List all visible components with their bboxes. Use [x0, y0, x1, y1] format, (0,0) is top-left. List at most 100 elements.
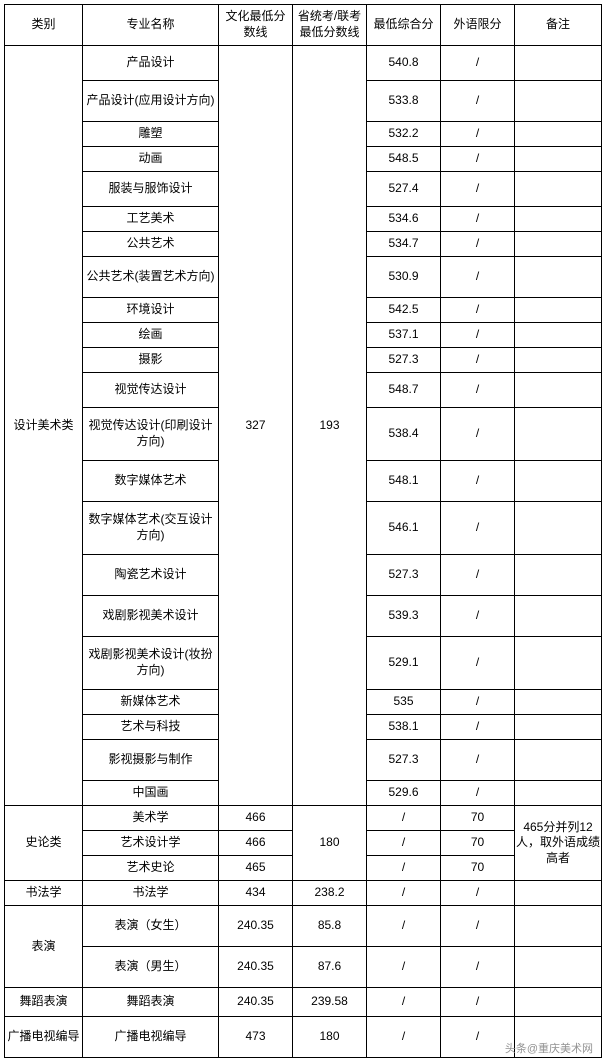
cell-comp: 529.6	[367, 781, 441, 806]
cell-comp: 532.2	[367, 122, 441, 147]
cell-comp: 533.8	[367, 81, 441, 122]
cell-major: 公共艺术(装置艺术方向)	[83, 257, 219, 298]
cell-note	[515, 46, 602, 81]
header-category: 类别	[5, 5, 83, 46]
cell-note	[515, 408, 602, 461]
cell-exam: 193	[293, 46, 367, 806]
cell-comp: 538.4	[367, 408, 441, 461]
header-culture: 文化最低分数线	[219, 5, 293, 46]
cell-note	[515, 172, 602, 207]
cell-lang: /	[441, 323, 515, 348]
cell-note: 465分并列12人，取外语成绩高者	[515, 806, 602, 881]
cell-major: 舞蹈表演	[83, 988, 219, 1017]
cell-major: 服装与服饰设计	[83, 172, 219, 207]
cell-major: 中国画	[83, 781, 219, 806]
cell-lang: /	[441, 988, 515, 1017]
cell-major: 新媒体艺术	[83, 690, 219, 715]
cell-note	[515, 715, 602, 740]
cell-note	[515, 881, 602, 906]
cell-culture: 466	[219, 831, 293, 856]
cell-note	[515, 596, 602, 637]
cell-major: 雕塑	[83, 122, 219, 147]
cell-comp: /	[367, 831, 441, 856]
cell-comp: 527.3	[367, 555, 441, 596]
cell-major: 书法学	[83, 881, 219, 906]
cell-lang: /	[441, 207, 515, 232]
cell-major: 艺术设计学	[83, 831, 219, 856]
cell-note	[515, 637, 602, 690]
cell-lang: /	[441, 147, 515, 172]
cell-major: 广播电视编导	[83, 1017, 219, 1058]
cell-note	[515, 298, 602, 323]
cell-major: 产品设计(应用设计方向)	[83, 81, 219, 122]
cell-lang: /	[441, 46, 515, 81]
cell-culture: 240.35	[219, 906, 293, 947]
cell-lang: 70	[441, 806, 515, 831]
cell-lang: /	[441, 781, 515, 806]
cell-comp: 527.3	[367, 348, 441, 373]
cell-major: 视觉传达设计	[83, 373, 219, 408]
cell-comp: 539.3	[367, 596, 441, 637]
cell-lang: /	[441, 122, 515, 147]
cell-note	[515, 740, 602, 781]
cell-major: 产品设计	[83, 46, 219, 81]
cell-note	[515, 348, 602, 373]
cell-note	[515, 906, 602, 947]
header-exam: 省统考/联考最低分数线	[293, 5, 367, 46]
cell-category: 表演	[5, 906, 83, 988]
cell-comp: 535	[367, 690, 441, 715]
cell-lang: /	[441, 461, 515, 502]
cell-major: 影视摄影与制作	[83, 740, 219, 781]
cell-major: 环境设计	[83, 298, 219, 323]
cell-comp: /	[367, 906, 441, 947]
cell-note	[515, 555, 602, 596]
cell-category: 设计美术类	[5, 46, 83, 806]
cell-lang: /	[441, 740, 515, 781]
cell-category: 史论类	[5, 806, 83, 881]
cell-exam: 180	[293, 1017, 367, 1058]
cell-lang: 70	[441, 831, 515, 856]
cell-major: 工艺美术	[83, 207, 219, 232]
cell-lang: /	[441, 298, 515, 323]
cell-major: 美术学	[83, 806, 219, 831]
cell-note	[515, 257, 602, 298]
cell-major: 公共艺术	[83, 232, 219, 257]
cell-lang: /	[441, 637, 515, 690]
cell-exam: 180	[293, 806, 367, 881]
cell-comp: 527.4	[367, 172, 441, 207]
cell-exam: 239.58	[293, 988, 367, 1017]
cell-culture: 473	[219, 1017, 293, 1058]
cell-comp: 548.5	[367, 147, 441, 172]
cell-comp: 546.1	[367, 502, 441, 555]
cell-culture: 327	[219, 46, 293, 806]
cell-note	[515, 461, 602, 502]
cell-major: 视觉传达设计(印刷设计方向)	[83, 408, 219, 461]
cell-comp: 529.1	[367, 637, 441, 690]
cell-lang: /	[441, 881, 515, 906]
cell-comp: /	[367, 881, 441, 906]
cell-exam: 238.2	[293, 881, 367, 906]
cell-note	[515, 781, 602, 806]
cell-comp: 538.1	[367, 715, 441, 740]
cell-category: 书法学	[5, 881, 83, 906]
header-comp: 最低综合分	[367, 5, 441, 46]
cell-exam: 85.8	[293, 906, 367, 947]
cell-lang: 70	[441, 856, 515, 881]
cell-comp: /	[367, 1017, 441, 1058]
cell-lang: /	[441, 257, 515, 298]
watermark: 头条@重庆美术网	[505, 1040, 593, 1056]
cell-lang: /	[441, 232, 515, 257]
cell-comp: 548.1	[367, 461, 441, 502]
cell-note	[515, 502, 602, 555]
cell-culture: 240.35	[219, 947, 293, 988]
cell-lang: /	[441, 906, 515, 947]
cell-comp: 534.6	[367, 207, 441, 232]
cell-lang: /	[441, 690, 515, 715]
cell-culture: 434	[219, 881, 293, 906]
cell-comp: 537.1	[367, 323, 441, 348]
cell-major: 戏剧影视美术设计	[83, 596, 219, 637]
cell-lang: /	[441, 373, 515, 408]
cell-comp: 530.9	[367, 257, 441, 298]
cell-lang: /	[441, 502, 515, 555]
cell-note	[515, 232, 602, 257]
